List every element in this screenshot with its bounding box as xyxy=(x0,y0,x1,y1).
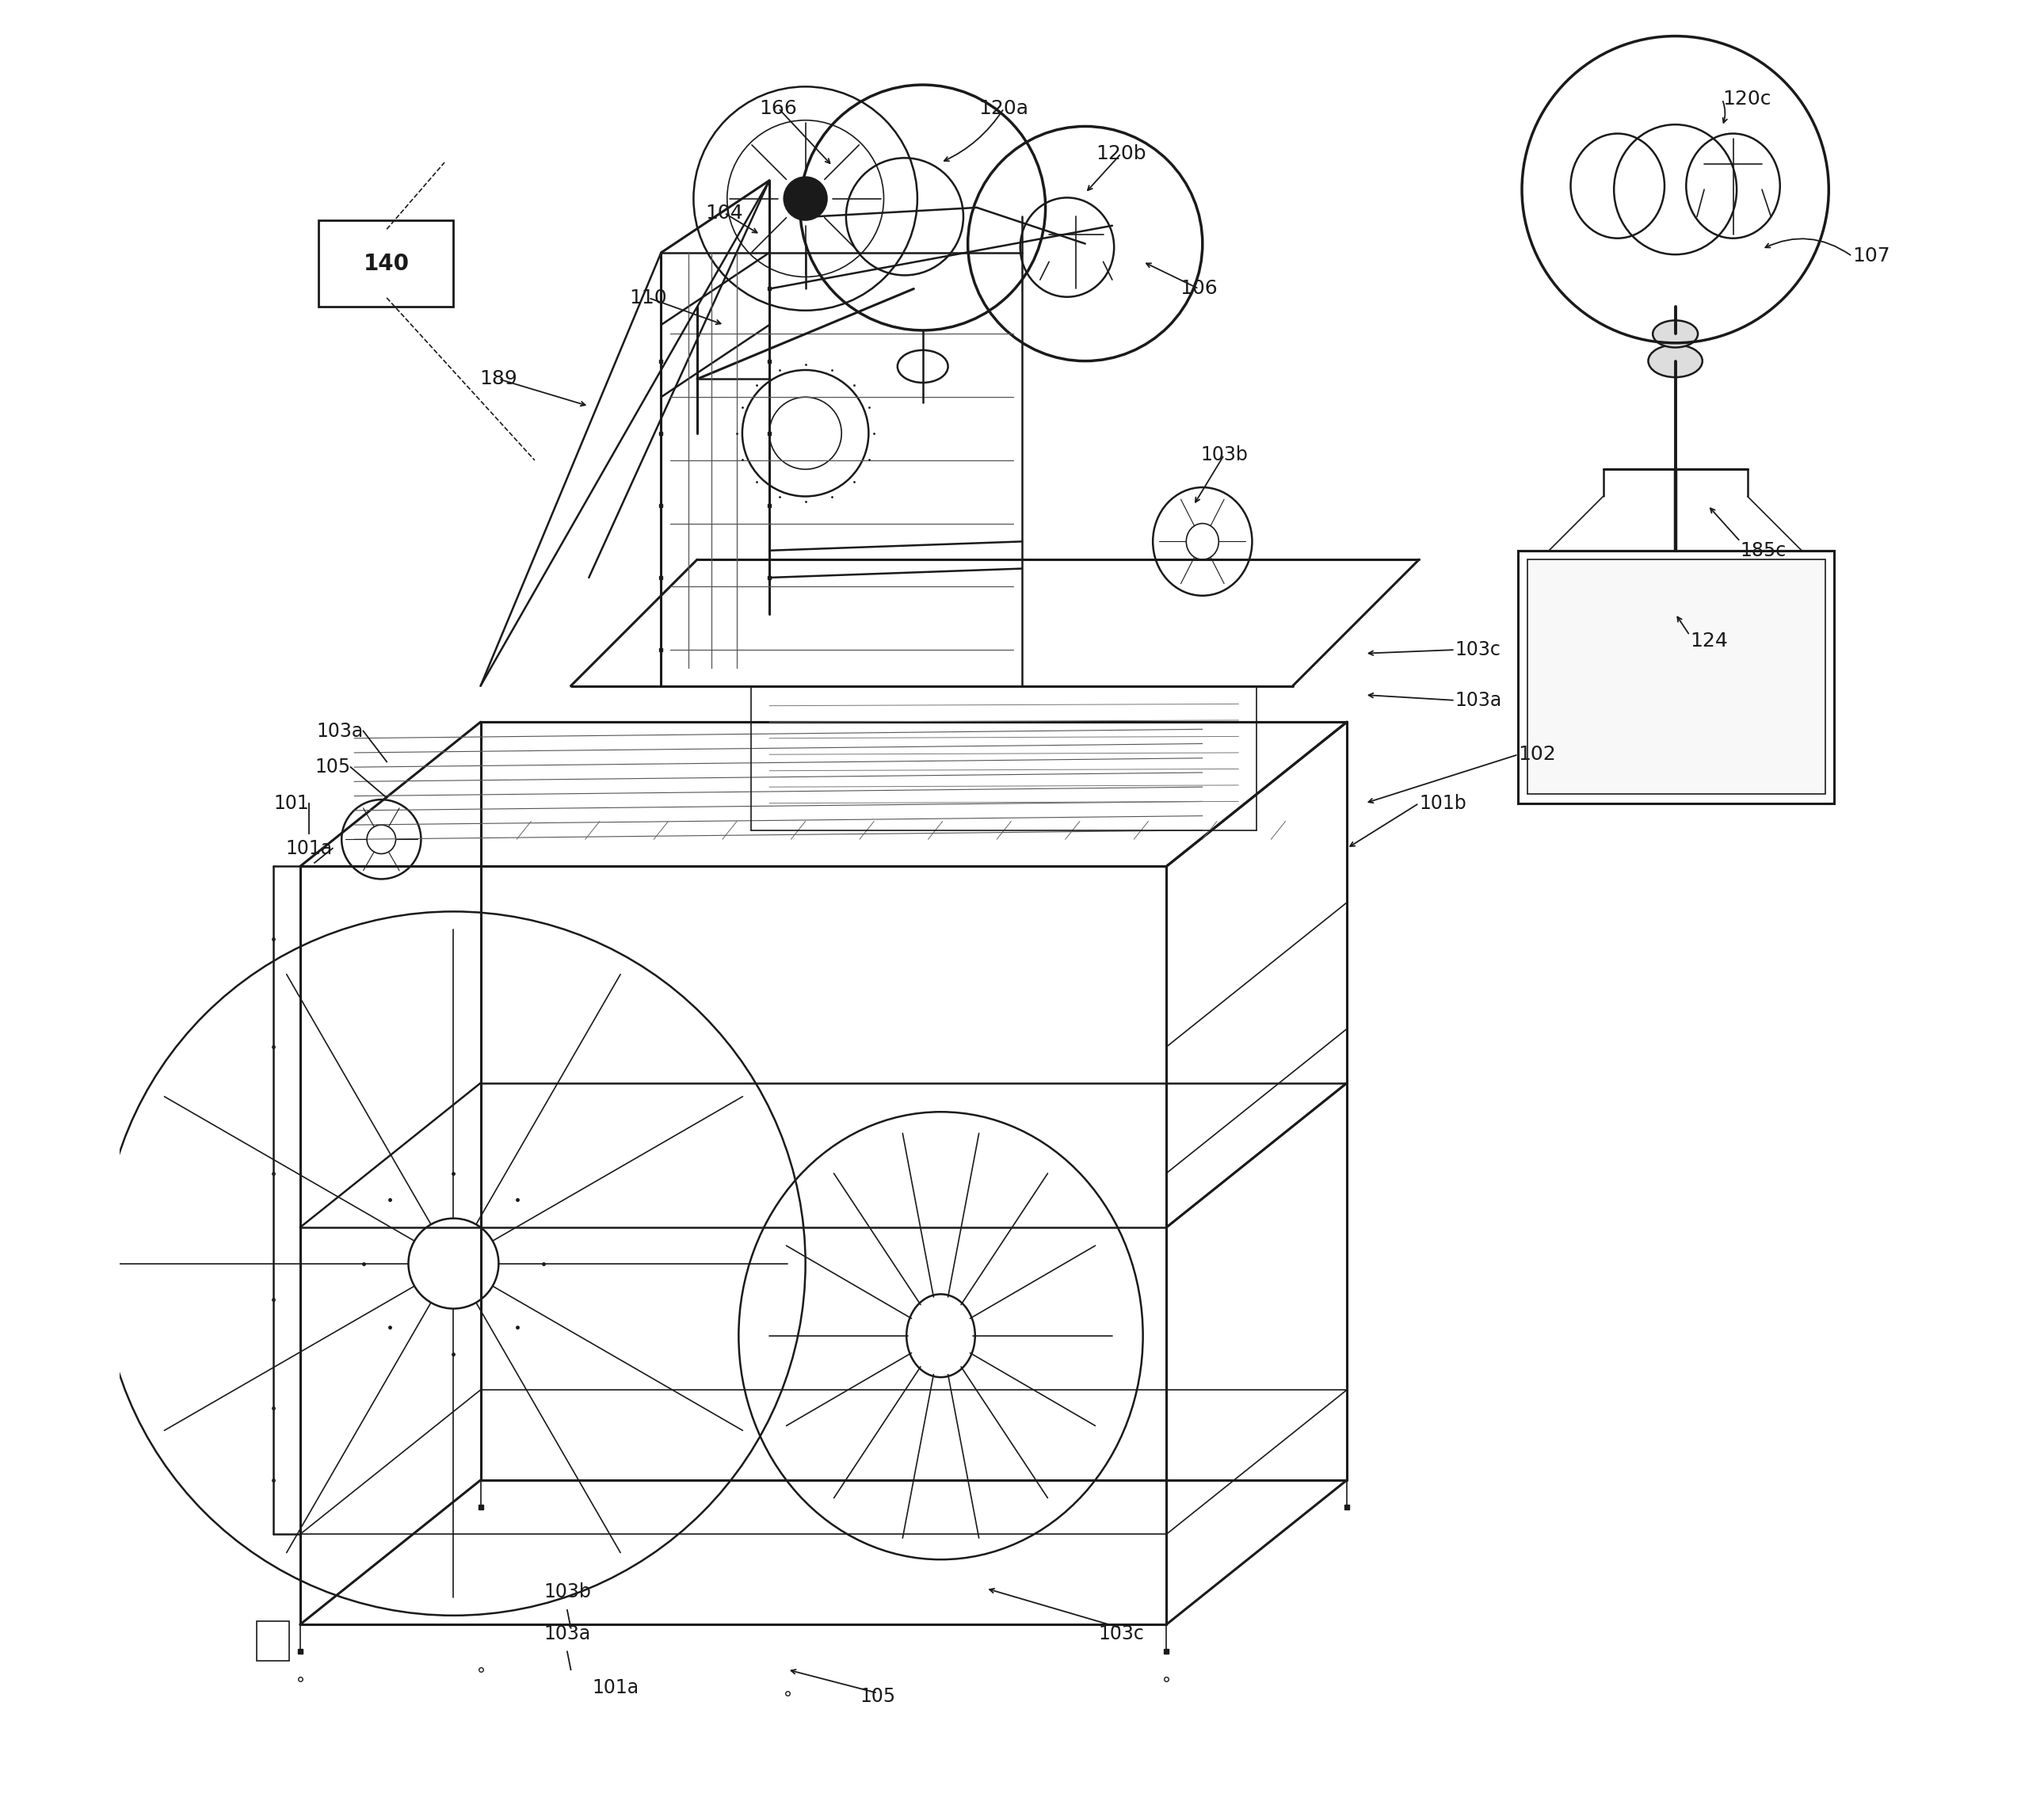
Text: 110: 110 xyxy=(630,289,666,307)
Text: 102: 102 xyxy=(1519,745,1555,764)
Text: 103b: 103b xyxy=(1200,446,1247,464)
Text: 189: 189 xyxy=(480,370,517,388)
Text: 107: 107 xyxy=(1852,247,1891,265)
Text: 104: 104 xyxy=(705,204,744,222)
Text: 105: 105 xyxy=(861,1688,895,1706)
Text: 185c: 185c xyxy=(1739,542,1786,560)
Text: 101b: 101b xyxy=(1419,794,1466,812)
Text: 103c: 103c xyxy=(1098,1625,1145,1643)
Text: 103b: 103b xyxy=(544,1583,591,1601)
FancyBboxPatch shape xyxy=(319,220,454,307)
Circle shape xyxy=(783,177,828,220)
Text: 103a: 103a xyxy=(544,1625,591,1643)
Ellipse shape xyxy=(1654,321,1699,348)
Text: 120a: 120a xyxy=(979,99,1028,117)
Text: 120b: 120b xyxy=(1096,144,1147,162)
Text: 103c: 103c xyxy=(1455,641,1500,659)
Text: 101: 101 xyxy=(274,794,309,812)
Text: 140: 140 xyxy=(364,253,409,274)
Text: 124: 124 xyxy=(1690,632,1727,650)
Bar xyxy=(1527,560,1825,794)
Bar xyxy=(1519,551,1833,803)
Text: 120c: 120c xyxy=(1723,90,1770,108)
Text: 103a: 103a xyxy=(1455,691,1502,709)
Text: 103a: 103a xyxy=(317,722,364,740)
Ellipse shape xyxy=(1647,345,1703,377)
Text: 101a: 101a xyxy=(593,1679,640,1697)
Bar xyxy=(258,1621,290,1661)
Text: 106: 106 xyxy=(1179,280,1218,298)
Text: 101a: 101a xyxy=(286,839,333,857)
Text: 105: 105 xyxy=(315,758,352,776)
Text: 166: 166 xyxy=(760,99,797,117)
